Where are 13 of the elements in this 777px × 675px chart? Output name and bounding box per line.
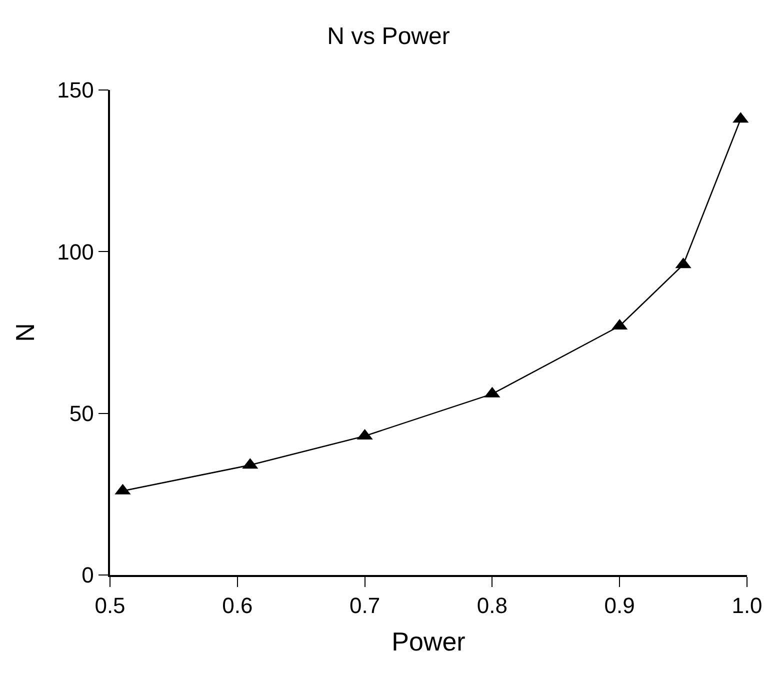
x-tick-label: 0.6: [222, 593, 253, 618]
y-tick-label: 50: [69, 401, 94, 426]
y-tick-label: 150: [57, 78, 94, 103]
x-tick-label: 0.5: [94, 593, 126, 618]
y-tick-label: 0: [82, 562, 94, 588]
x-tick-label: 0.7: [350, 593, 380, 618]
chart-title: N vs Power: [327, 22, 450, 50]
x-tick-label: 1.0: [732, 593, 762, 618]
x-tick-label: 0.9: [604, 593, 635, 618]
y-tick-label: 100: [57, 239, 94, 264]
y-axis-title: N: [10, 323, 40, 342]
x-tick-label: 0.8: [476, 593, 508, 618]
x-axis-title: Power: [392, 626, 466, 656]
